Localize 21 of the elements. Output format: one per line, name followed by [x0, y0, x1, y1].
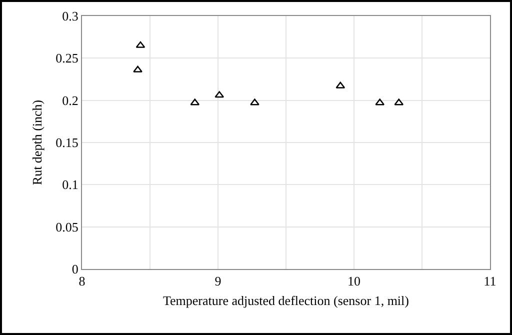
y-tick-label: 0.15: [56, 135, 78, 150]
x-tick-label: 11: [484, 274, 496, 289]
point: [190, 98, 200, 106]
point: [394, 98, 404, 106]
y-tick-label: 0: [72, 262, 78, 277]
x-tick-label: 9: [214, 274, 222, 289]
point: [133, 66, 142, 72]
y-tick-label: 0.25: [56, 50, 78, 66]
y-tick-label: 0.05: [56, 219, 78, 234]
point: [375, 98, 385, 106]
point: [136, 41, 146, 48]
point: [250, 98, 260, 106]
point: [214, 91, 224, 98]
y-tick-label: 0.1: [62, 177, 78, 192]
x-tick-label: 8: [78, 274, 86, 289]
x-tick-label: 10: [348, 274, 360, 289]
y-tick-label: 0.3: [62, 8, 78, 24]
y-tick-label: 0.2: [62, 92, 78, 108]
point: [336, 82, 346, 88]
x-axis-title: Temperature adjusted deflection (sensor 1, mil): [162, 293, 410, 308]
y-axis-title: Rut depth (inch): [30, 100, 45, 186]
